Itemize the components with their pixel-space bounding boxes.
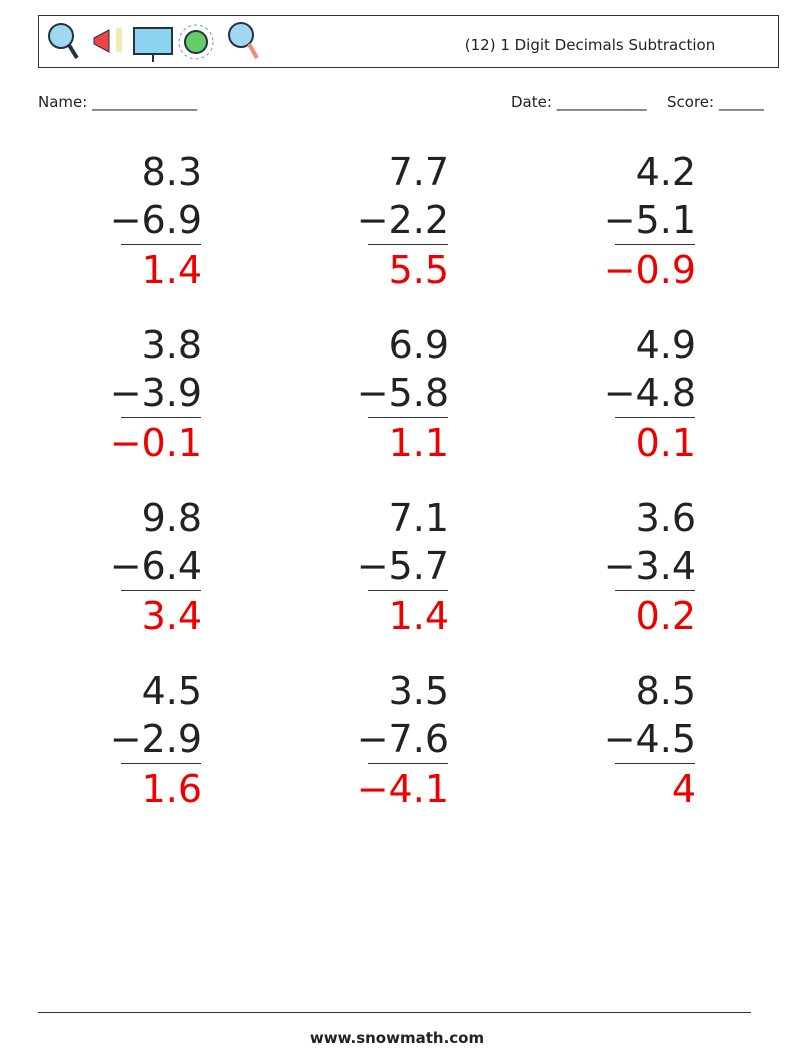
- answer-rule: [121, 244, 201, 245]
- top-number: 6.9: [388, 323, 449, 367]
- title: (12) 1 Digit Decimals Subtraction: [464, 36, 716, 54]
- bottom-number: −5.7: [356, 544, 449, 588]
- answer-rule: [615, 590, 695, 591]
- top-number: 9.8: [141, 496, 202, 540]
- bottom-number: −5.1: [603, 198, 696, 242]
- answer: 0.1: [635, 421, 696, 465]
- footer-site: www.snowmath.com: [309, 1029, 485, 1047]
- answer-rule: [615, 244, 695, 245]
- answer: 1.4: [388, 594, 449, 638]
- bottom-number: −2.9: [109, 717, 202, 761]
- answer-rule: [368, 244, 448, 245]
- answer: 3.4: [141, 594, 202, 638]
- bottom-number: −3.4: [603, 544, 696, 588]
- top-number: 8.5: [635, 669, 696, 713]
- answer: −4.1: [356, 767, 449, 811]
- bottom-number: −4.8: [603, 371, 696, 415]
- answer: 0.2: [635, 594, 696, 638]
- bottom-number: −3.9: [109, 371, 202, 415]
- top-number: 7.1: [388, 496, 449, 540]
- answer: −0.1: [109, 421, 202, 465]
- answer: 1.4: [141, 248, 202, 292]
- top-number: 4.9: [635, 323, 696, 367]
- name-field: Name: ______________: [38, 93, 198, 111]
- top-number: 3.6: [635, 496, 696, 540]
- answer: 5.5: [388, 248, 449, 292]
- score-field: Score: ______: [667, 93, 764, 111]
- top-number: 4.2: [635, 150, 696, 194]
- date-field: Date: ____________: [511, 93, 647, 111]
- bottom-number: −6.4: [109, 544, 202, 588]
- answer: 1.1: [388, 421, 449, 465]
- answer-rule: [615, 763, 695, 764]
- answer: −0.9: [603, 248, 696, 292]
- footer-rule: [38, 1012, 751, 1013]
- bottom-number: −6.9: [109, 198, 202, 242]
- answer-rule: [368, 763, 448, 764]
- answer-rule: [368, 417, 448, 418]
- bottom-number: −4.5: [603, 717, 696, 761]
- answer-rule: [121, 417, 201, 418]
- bottom-number: −7.6: [356, 717, 449, 761]
- top-number: 4.5: [141, 669, 202, 713]
- answer-rule: [368, 590, 448, 591]
- bottom-number: −5.8: [356, 371, 449, 415]
- answer-rule: [615, 417, 695, 418]
- answer: 1.6: [141, 767, 202, 811]
- header-icons: [48, 22, 259, 62]
- answer-rule: [121, 763, 201, 764]
- top-number: 3.8: [141, 323, 202, 367]
- top-number: 8.3: [141, 150, 202, 194]
- bottom-number: −2.2: [356, 198, 449, 242]
- header-box: [38, 15, 779, 68]
- top-number: 7.7: [388, 150, 449, 194]
- answer-rule: [121, 590, 201, 591]
- top-number: 3.5: [388, 669, 449, 713]
- answer: 4: [671, 767, 696, 811]
